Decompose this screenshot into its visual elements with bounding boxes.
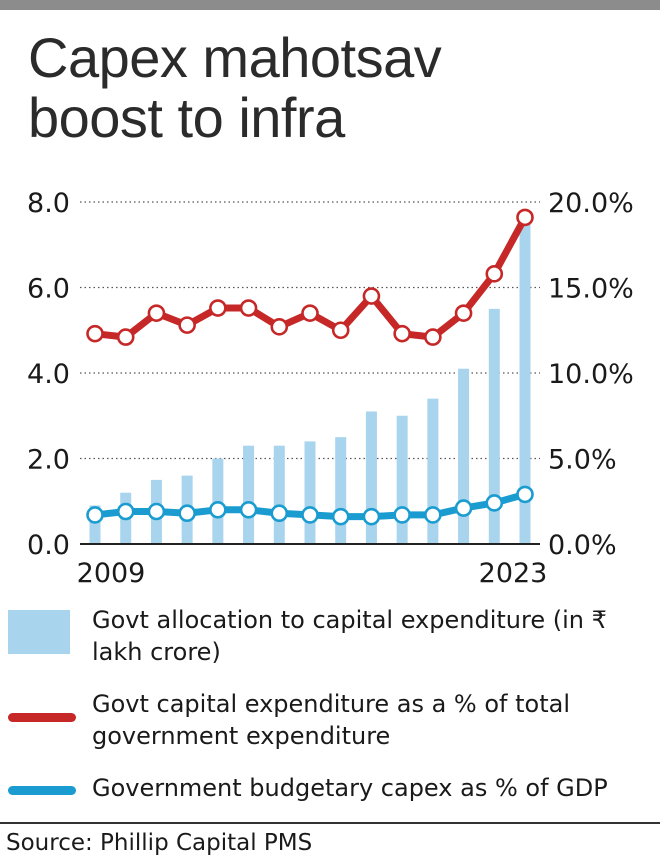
bar xyxy=(304,441,316,544)
x-tick-label: 2009 xyxy=(77,558,146,589)
y-right-tick-label: 10.0% xyxy=(548,359,634,390)
data-point xyxy=(301,506,319,524)
data-point xyxy=(516,208,534,227)
data-point xyxy=(454,304,473,322)
data-point xyxy=(209,299,227,317)
y-right-tick-label: 15.0% xyxy=(548,274,634,305)
y-left-tick-label: 8.0 xyxy=(27,188,70,219)
data-point xyxy=(147,502,166,521)
bar xyxy=(365,411,377,544)
y-right-tick-label: 20.0% xyxy=(548,188,634,219)
blue-line-swatch-icon xyxy=(8,786,76,795)
data-point xyxy=(239,500,258,519)
y-left-tick-label: 6.0 xyxy=(27,274,70,305)
line-series xyxy=(86,208,534,526)
bar xyxy=(488,308,500,544)
data-point xyxy=(424,328,442,346)
data-point xyxy=(362,287,381,305)
data-point xyxy=(86,324,104,343)
bar xyxy=(396,415,408,544)
data-point xyxy=(331,321,350,340)
data-point xyxy=(270,504,289,523)
red-line-swatch-icon xyxy=(8,713,76,722)
data-point xyxy=(301,304,319,322)
chart-title: Capex mahotsav boost to infra xyxy=(28,26,442,149)
data-point xyxy=(331,507,350,526)
data-point xyxy=(362,507,381,526)
data-point xyxy=(209,500,227,519)
y-left-tick-label: 2.0 xyxy=(27,445,70,476)
bar xyxy=(273,445,285,544)
top-color-bar xyxy=(0,0,660,10)
data-point xyxy=(485,494,504,512)
bar xyxy=(89,505,101,544)
axes: 0.0 0.0% 2.0 5.0% 4.0 10.0% 6.0 15.0% 8.0 20.0% 20… xyxy=(27,188,634,589)
y-right-tick-label: 0.0% xyxy=(548,530,617,561)
data-point xyxy=(393,324,411,343)
data-point xyxy=(270,318,289,336)
bar xyxy=(243,445,255,544)
bar xyxy=(335,437,347,544)
bar xyxy=(458,368,470,544)
legend-label: Govt capital expenditure as a % of total… xyxy=(92,690,571,750)
data-point xyxy=(393,506,411,524)
data-point xyxy=(116,328,135,346)
legend-label: Government budgetary capex as % of GDP xyxy=(92,774,608,802)
data-point xyxy=(485,265,504,283)
data-point xyxy=(116,502,135,521)
source-note: Source: Phillip Capital PMS xyxy=(6,830,313,856)
data-point xyxy=(516,485,534,504)
data-point xyxy=(454,499,473,517)
y-left-tick-label: 0.0 xyxy=(27,530,70,561)
data-point xyxy=(424,506,442,524)
y-right-tick-label: 5.0% xyxy=(548,445,617,476)
bar-series xyxy=(89,223,531,544)
data-point xyxy=(86,506,104,524)
source-divider xyxy=(0,822,660,824)
y-left-tick-label: 4.0 xyxy=(27,359,70,390)
bar-swatch-icon xyxy=(8,610,70,654)
data-point xyxy=(178,316,196,334)
bar xyxy=(519,223,531,544)
data-point xyxy=(239,299,258,317)
data-point xyxy=(178,504,196,523)
combo-chart: 0.0 0.0% 2.0 5.0% 4.0 10.0% 6.0 15.0% 8.0 20.0% 20… xyxy=(27,188,634,589)
bar xyxy=(427,398,439,544)
data-point xyxy=(147,304,166,322)
gridlines xyxy=(80,201,540,460)
x-tick-label: 2023 xyxy=(479,558,548,589)
legend-label: Govt allocation to capital expenditure (… xyxy=(92,606,607,666)
